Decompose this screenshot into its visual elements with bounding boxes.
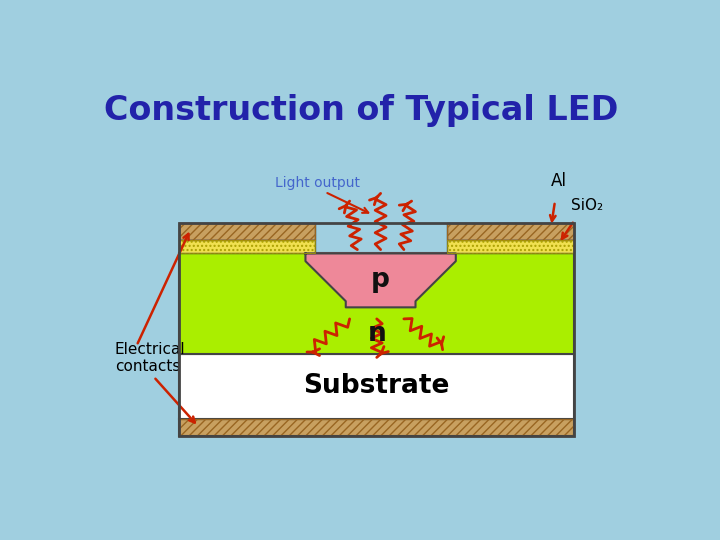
Bar [179,240,315,253]
Text: Electrical
contacts: Electrical contacts [114,342,186,374]
Bar [179,240,315,253]
Bar [179,222,315,240]
Bar [179,222,575,436]
Bar [179,354,575,419]
Bar [179,419,575,436]
Text: n: n [367,321,386,347]
Polygon shape [305,253,456,307]
Text: Al: Al [551,172,567,190]
Bar [179,222,315,240]
Bar [179,253,575,354]
Text: p: p [372,267,390,293]
Bar [446,222,575,240]
Bar [446,240,575,253]
Text: Light output: Light output [274,176,359,190]
Text: Construction of Typical LED: Construction of Typical LED [104,94,618,127]
Text: Substrate: Substrate [304,373,450,399]
Bar [446,240,575,253]
Bar [179,419,575,436]
Text: SiO₂: SiO₂ [570,198,603,213]
Bar [446,222,575,240]
